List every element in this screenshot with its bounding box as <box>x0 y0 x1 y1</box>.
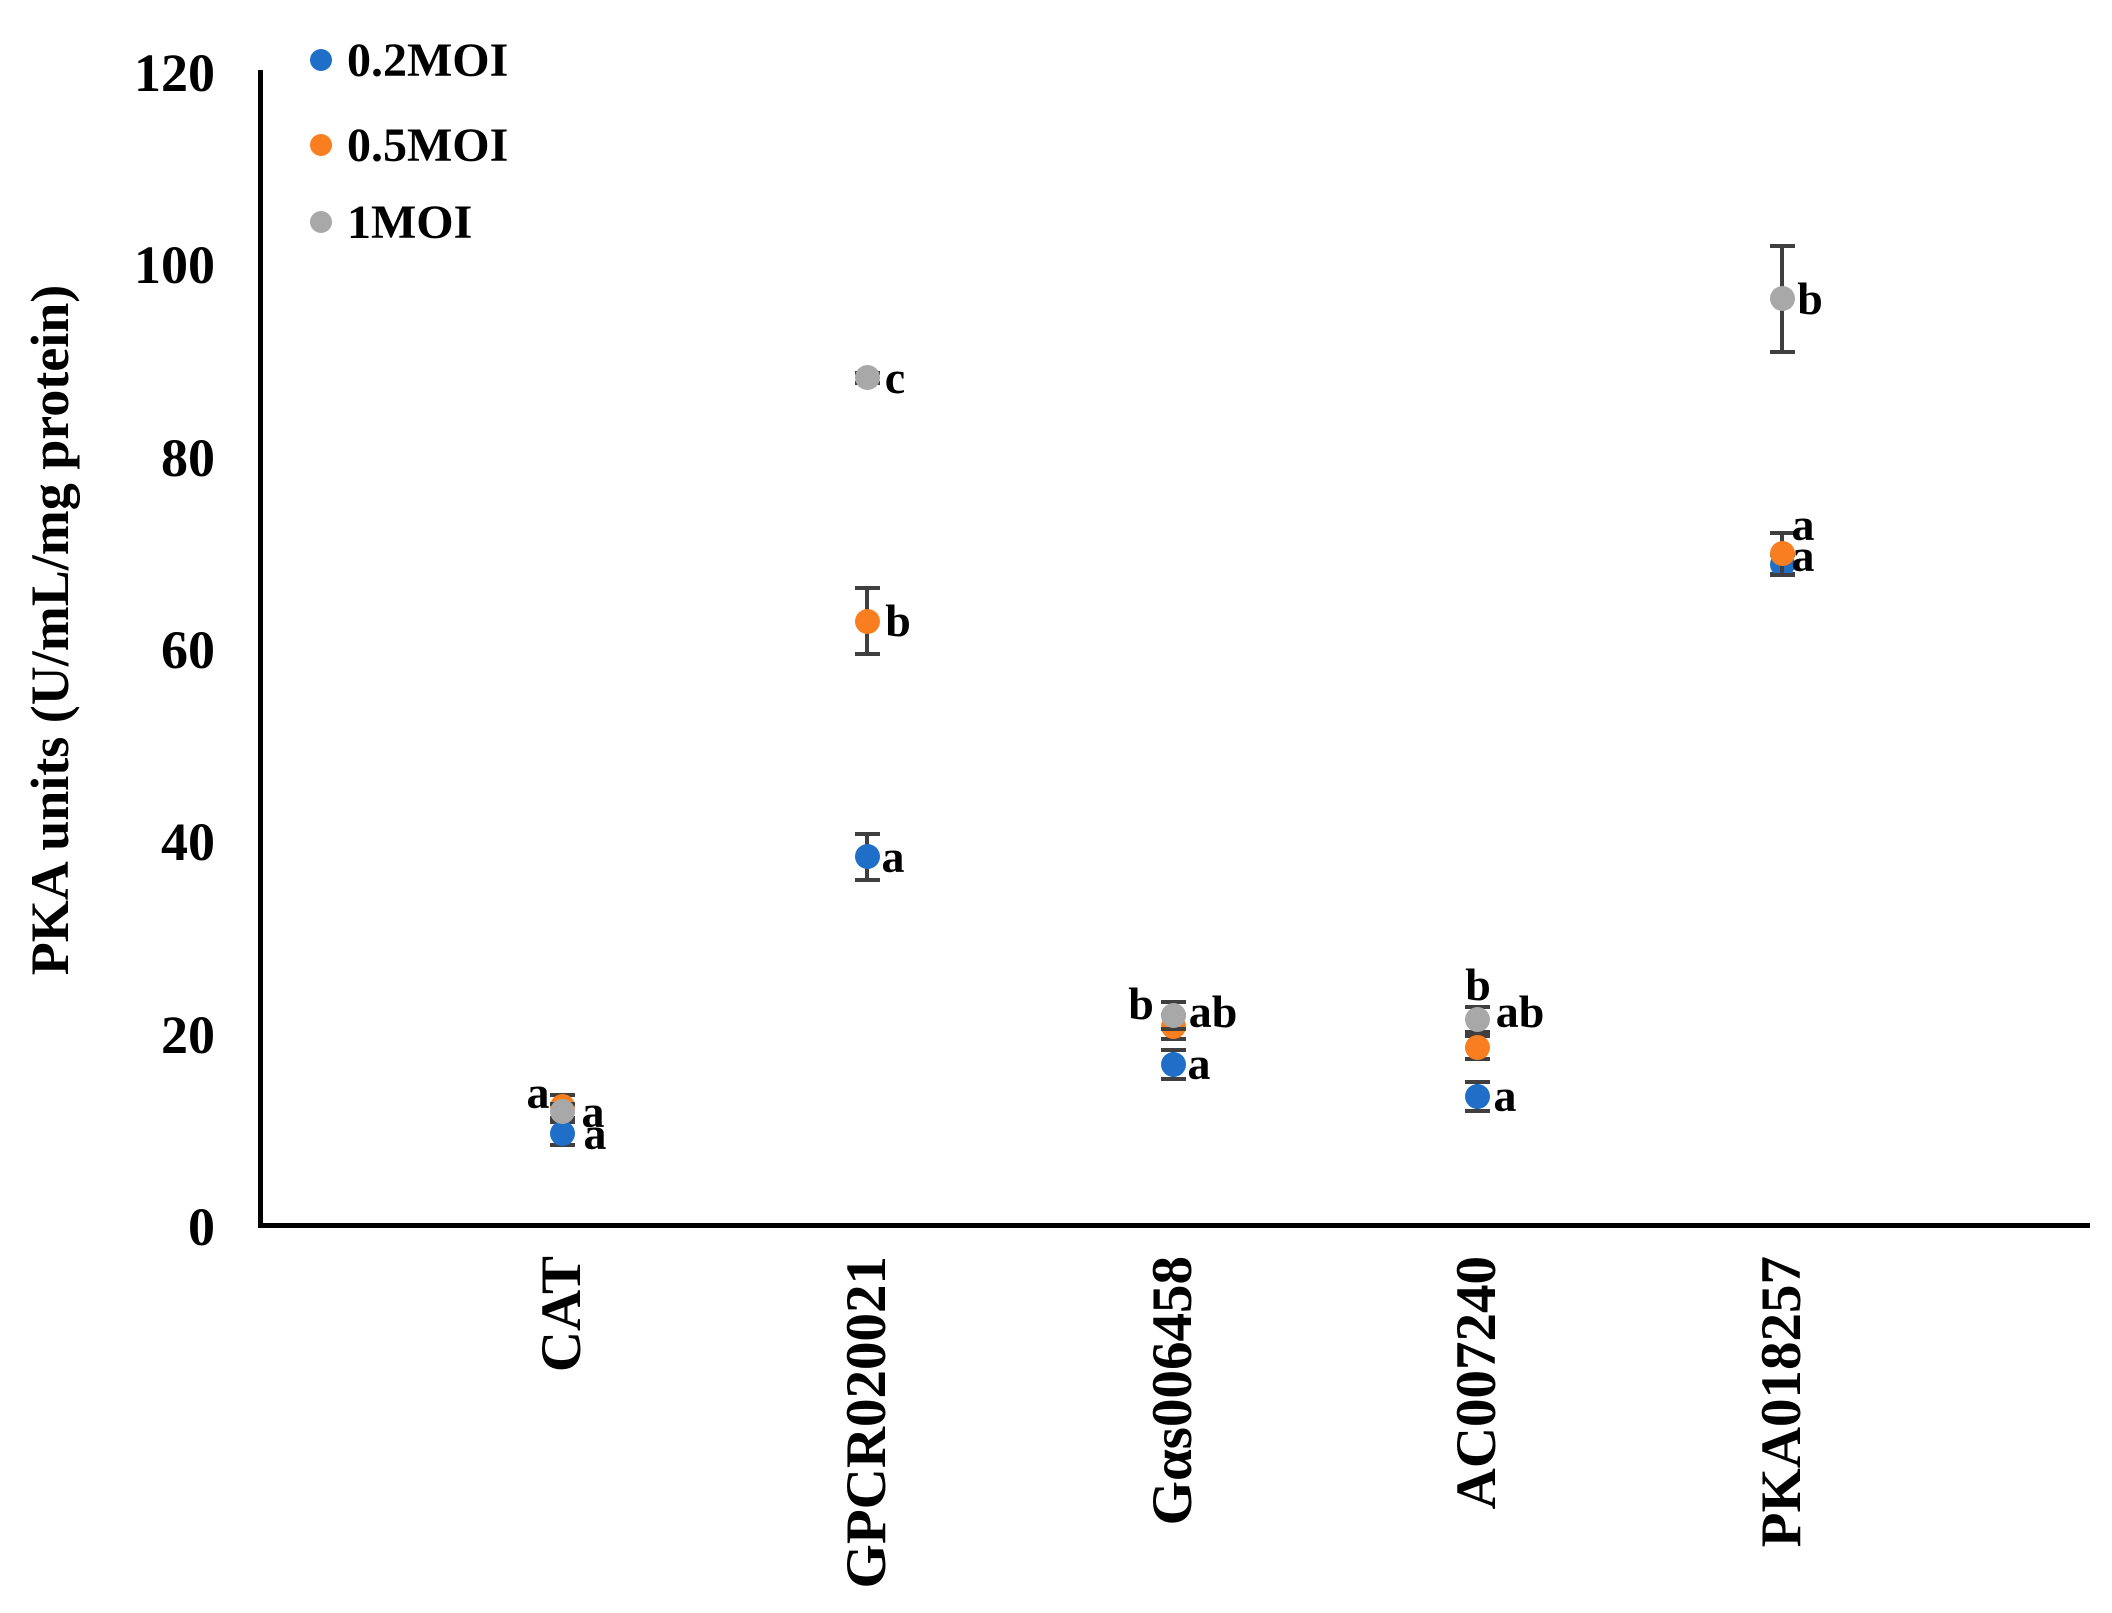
significance-label: a <box>881 830 905 882</box>
data-point <box>1464 1006 1490 1032</box>
x-category-label: Gαs006458 <box>1141 1256 1204 1526</box>
error-bar-cap <box>1464 1108 1490 1113</box>
error-bar-cap <box>1160 999 1186 1004</box>
legend-label: 0.5MOI <box>347 118 509 172</box>
significance-label: b <box>1465 959 1491 1011</box>
data-point <box>549 1121 575 1147</box>
significance-label: a <box>1187 1038 1211 1090</box>
error-bar-cap <box>854 651 880 656</box>
x-category-label: PKA018257 <box>1750 1256 1813 1548</box>
significance-label: a <box>581 1085 605 1137</box>
significance-label: a <box>1791 530 1815 582</box>
y-tick-label: 120 <box>134 43 215 103</box>
y-axis-line <box>258 70 263 1228</box>
legend-marker-icon <box>310 134 332 156</box>
data-point <box>549 1099 575 1125</box>
data-point <box>1464 1083 1490 1109</box>
significance-label: b <box>885 595 911 647</box>
error-bar-cap <box>1769 349 1795 354</box>
error-bar-cap <box>1160 1076 1186 1081</box>
significance-label: ab <box>1188 985 1238 1037</box>
legend-item-0.2moi: 0.2MOI <box>310 33 509 87</box>
error-bar-cap <box>854 586 880 591</box>
x-category-label: AC007240 <box>1445 1256 1508 1510</box>
error-bar-cap <box>1769 244 1795 249</box>
error-bar-cap <box>1464 1079 1490 1084</box>
data-point <box>1769 541 1795 567</box>
significance-label: a <box>583 1107 607 1159</box>
error-bar-cap <box>1464 1029 1490 1034</box>
data-point <box>1464 1034 1490 1060</box>
significance-label: a <box>526 1066 550 1118</box>
y-tick-label: 20 <box>161 1004 215 1065</box>
significance-label: c <box>884 351 906 403</box>
y-tick-label: 80 <box>161 427 215 488</box>
x-category-label: CAT <box>530 1256 593 1373</box>
legend-item-1moi: 1MOI <box>310 195 473 249</box>
legend-label: 0.2MOI <box>347 33 509 87</box>
legend-marker-icon <box>310 49 332 71</box>
y-tick-label: 40 <box>161 812 215 873</box>
significance-label: b <box>1797 272 1823 324</box>
data-point <box>1769 286 1795 312</box>
x-axis-line <box>258 1223 2090 1228</box>
error-bar-cap <box>1769 572 1795 577</box>
data-point <box>1160 1002 1186 1028</box>
legend-marker-icon <box>310 211 332 233</box>
error-bar-cap <box>1160 1026 1186 1031</box>
legend-item-0.5moi: 0.5MOI <box>310 118 509 172</box>
y-tick-label: 0 <box>188 1197 215 1257</box>
error-bar-cap <box>1160 1048 1186 1053</box>
significance-label: a <box>1493 1070 1517 1122</box>
data-point <box>854 844 880 870</box>
x-category-label: GPCR020021 <box>835 1256 898 1589</box>
y-tick-label: 60 <box>161 620 215 680</box>
significance-label: ab <box>1495 986 1545 1038</box>
significance-label: b <box>1128 978 1154 1030</box>
data-point <box>854 608 880 634</box>
error-bar-cap <box>854 877 880 882</box>
y-tick-label: 100 <box>134 235 215 296</box>
data-point <box>1160 1051 1186 1077</box>
data-point <box>854 365 880 391</box>
error-bar-cap <box>854 831 880 836</box>
error-bar-cap <box>1769 530 1795 535</box>
legend-label: 1MOI <box>347 195 473 249</box>
significance-label: a <box>1791 498 1815 550</box>
